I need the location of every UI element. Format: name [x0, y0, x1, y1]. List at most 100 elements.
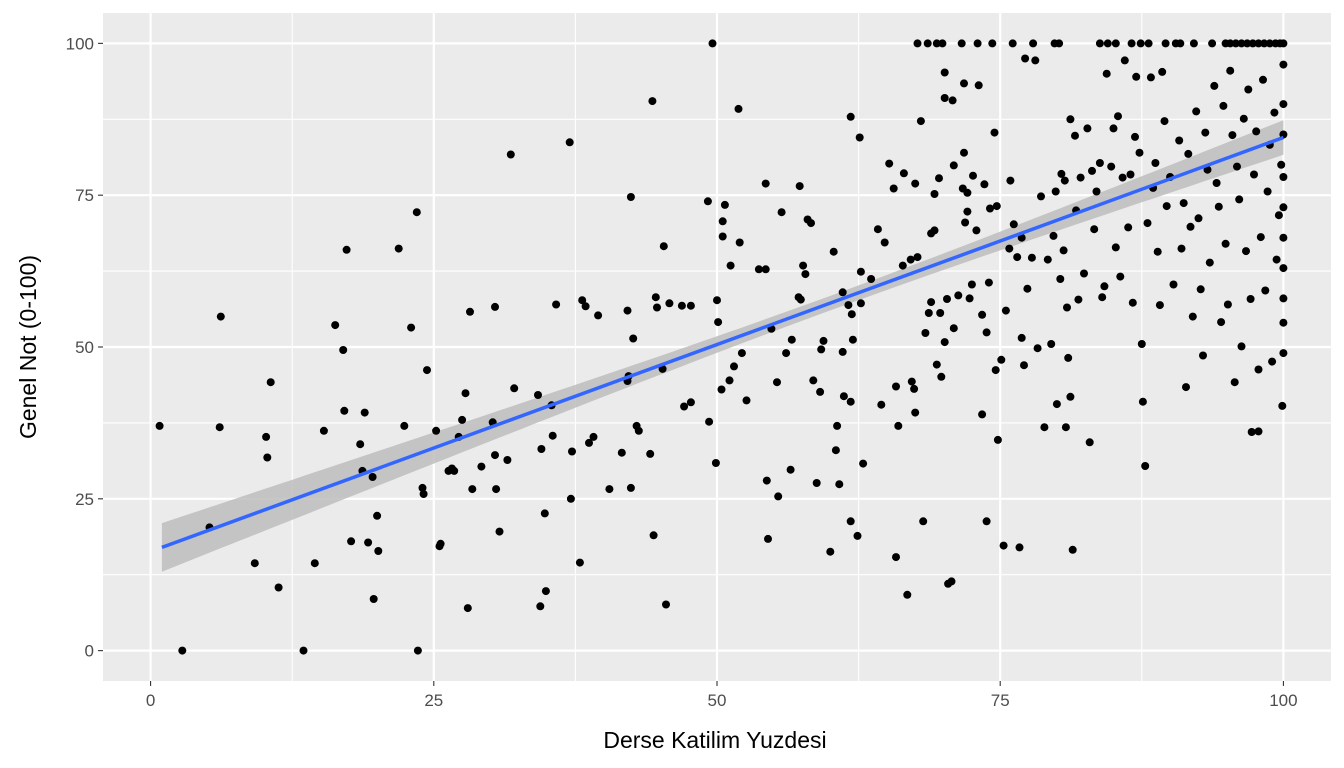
data-point: [1043, 255, 1052, 264]
data-point: [898, 261, 907, 270]
data-point: [992, 202, 1001, 211]
data-point: [1237, 342, 1246, 351]
data-point: [833, 421, 842, 430]
data-point: [1017, 333, 1026, 342]
data-point: [937, 372, 946, 381]
data-point: [423, 366, 431, 375]
data-point: [774, 492, 783, 501]
data-point: [1031, 56, 1040, 65]
data-point: [1265, 39, 1274, 48]
data-point: [578, 296, 587, 305]
data-point: [839, 392, 848, 401]
data-point: [1226, 66, 1235, 75]
data-point: [566, 494, 575, 503]
data-point: [867, 275, 876, 283]
data-point: [713, 296, 721, 305]
data-point: [1068, 545, 1077, 554]
data-point: [1085, 438, 1094, 447]
data-point: [432, 426, 441, 435]
data-point: [973, 39, 982, 48]
data-point: [458, 415, 467, 424]
data-point: [1092, 187, 1101, 196]
data-point: [761, 265, 770, 274]
data-points: [155, 39, 1288, 655]
data-point: [846, 397, 855, 406]
data-point: [735, 238, 744, 247]
data-point: [972, 226, 981, 235]
data-point: [1066, 115, 1075, 124]
data-point: [1071, 131, 1079, 140]
data-point: [339, 346, 348, 354]
data-point: [646, 449, 655, 458]
data-point: [1151, 159, 1160, 167]
data-point: [1059, 246, 1068, 255]
data-point: [726, 261, 735, 270]
data-point: [552, 300, 561, 309]
data-point: [263, 453, 272, 462]
data-point: [1083, 124, 1092, 133]
data-point: [991, 366, 1000, 375]
data-point: [605, 485, 614, 494]
data-point: [899, 169, 908, 178]
data-point: [585, 438, 593, 447]
data-point: [993, 435, 1002, 444]
data-point: [1076, 173, 1085, 182]
data-point: [1210, 81, 1219, 90]
data-point: [853, 531, 862, 540]
data-point: [1100, 282, 1109, 291]
data-point: [1095, 159, 1104, 167]
data-point: [568, 447, 576, 456]
confidence-ribbon: [161, 120, 1284, 572]
data-point: [717, 385, 726, 394]
data-point: [537, 445, 546, 453]
data-point: [846, 112, 855, 121]
data-point: [1128, 298, 1137, 307]
data-point: [1182, 383, 1190, 392]
data-point: [1247, 428, 1256, 436]
data-point: [927, 298, 936, 307]
data-point: [466, 307, 474, 316]
data-point: [347, 537, 356, 546]
data-point: [491, 302, 499, 311]
y-tick-label: 100: [66, 34, 94, 53]
data-point: [1272, 255, 1281, 264]
data-point: [1199, 351, 1207, 360]
data-point: [1029, 39, 1038, 48]
y-axis-title: Genel Not (0-100): [15, 255, 41, 439]
data-point: [1233, 162, 1241, 171]
data-point: [949, 324, 958, 333]
data-point: [356, 440, 365, 449]
data-point: [1188, 312, 1197, 321]
data-point: [319, 426, 328, 435]
data-point: [1136, 39, 1145, 48]
data-point: [368, 473, 377, 481]
data-point: [1242, 247, 1250, 256]
data-point: [988, 39, 997, 48]
data-point: [1135, 148, 1144, 157]
data-point: [653, 303, 661, 312]
data-point: [1074, 295, 1083, 304]
data-point: [809, 376, 818, 385]
data-point: [982, 517, 991, 526]
trend-line: [161, 135, 1285, 550]
data-point: [477, 462, 486, 471]
data-point: [1118, 173, 1127, 182]
data-point: [626, 483, 635, 492]
data-point: [919, 517, 928, 526]
data-point: [960, 148, 968, 157]
data-point: [930, 190, 939, 198]
data-point: [1239, 114, 1248, 123]
data-point: [986, 204, 994, 213]
data-point: [903, 590, 912, 599]
data-point: [963, 188, 972, 197]
data-point: [935, 174, 943, 183]
data-point: [299, 646, 308, 655]
data-point: [796, 295, 805, 304]
data-point: [651, 293, 660, 302]
data-point: [1208, 39, 1217, 48]
data-point: [495, 527, 504, 536]
data-point: [990, 128, 999, 137]
data-point: [216, 312, 225, 321]
data-point: [1066, 392, 1075, 401]
y-tick-label: 0: [85, 642, 94, 661]
